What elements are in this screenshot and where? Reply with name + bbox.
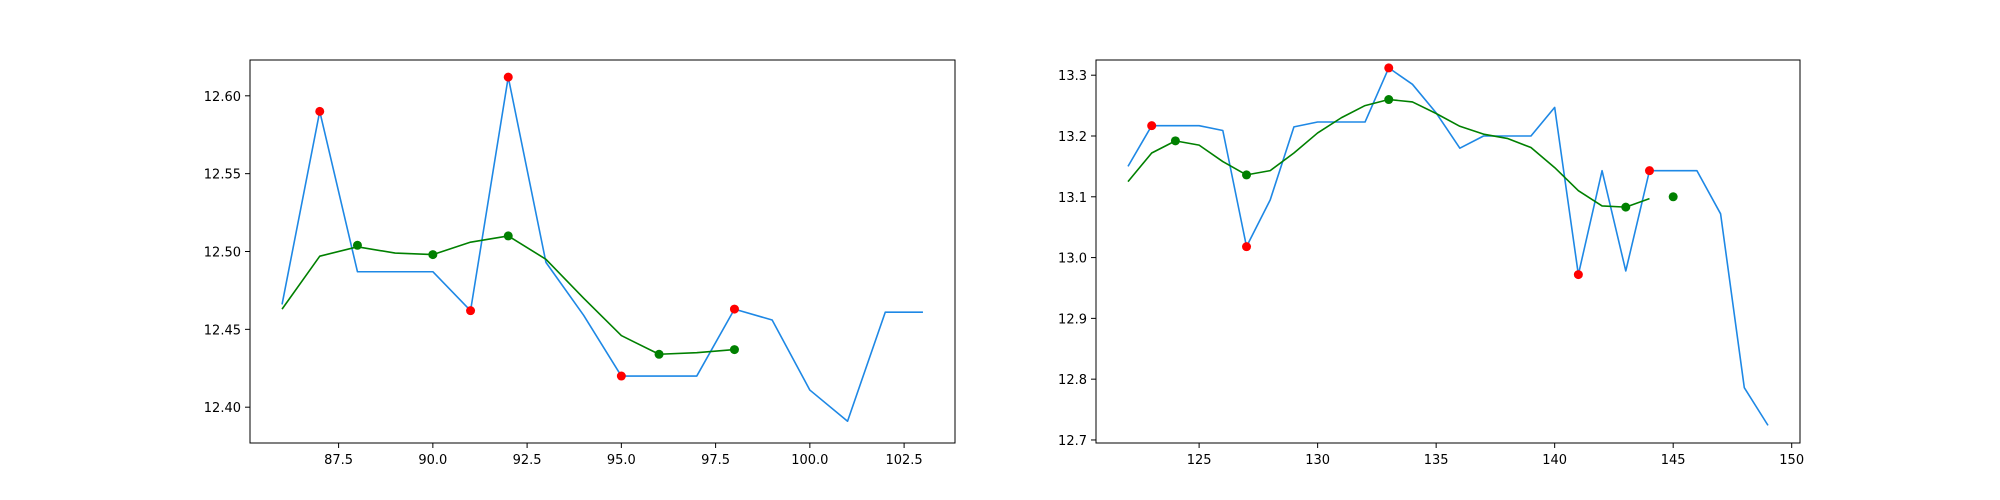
red-marker-point: [1573, 270, 1583, 280]
green-marker-point: [503, 231, 513, 241]
y-tick-label: 12.50: [204, 246, 241, 261]
y-tick-label: 12.60: [204, 90, 241, 105]
green-marker-point: [428, 250, 438, 260]
subplot-right: 125 130 135 140 145 150 12.7 12.8 12.9 13.0 13.1 13…: [1058, 59, 1804, 468]
x-tick-label: 90.0: [418, 453, 447, 468]
y-tick-label: 13.3: [1058, 69, 1087, 84]
y-tick-label: 12.9: [1058, 312, 1087, 327]
green-marker-point: [1170, 136, 1180, 146]
x-tick-label: 102.5: [885, 453, 922, 468]
red-marker-point: [729, 304, 739, 314]
red-marker-point: [503, 72, 513, 82]
y-tick-label: 12.8: [1058, 373, 1087, 388]
x-tick-label: 125: [1187, 453, 1212, 468]
red-marker-point: [315, 106, 325, 116]
y-tick-label: 12.40: [204, 401, 241, 416]
x-tick-label: 145: [1661, 453, 1686, 468]
axes-frame: [1095, 59, 1801, 444]
price-line: [281, 76, 923, 423]
red-marker-point: [466, 306, 476, 316]
price-line: [1127, 67, 1769, 426]
red-marker-point: [1147, 121, 1157, 131]
x-tick-label: 150: [1779, 453, 1804, 468]
red-marker-point: [616, 371, 626, 381]
green-marker-point: [1384, 95, 1394, 105]
green-marker-point: [352, 240, 362, 250]
x-tick-label: 130: [1305, 453, 1330, 468]
green-marker-point: [1621, 202, 1631, 212]
x-tick-label: 87.5: [324, 453, 353, 468]
axes-frame: [249, 59, 956, 444]
y-tick-label: 13.2: [1058, 130, 1087, 145]
x-tick-label: 92.5: [513, 453, 542, 468]
x-tick-label: 97.5: [701, 453, 730, 468]
x-tick-label: 100.0: [791, 453, 828, 468]
green-marker-point: [654, 349, 664, 359]
y-tick-label: 12.45: [204, 323, 241, 338]
x-tick-label: 140: [1542, 453, 1567, 468]
red-marker-point: [1242, 242, 1252, 252]
x-tick-label: 95.0: [607, 453, 636, 468]
subplot-left: 87.5 90.0 92.5 95.0 97.5 100.0 102.5 12.40 12.45…: [204, 59, 956, 468]
red-marker-point: [1644, 166, 1654, 176]
green-marker-point: [1242, 170, 1252, 180]
red-marker-point: [1384, 63, 1394, 73]
x-tick-label: 135: [1424, 453, 1449, 468]
green-marker-point: [729, 345, 739, 355]
y-tick-label: 13.0: [1058, 252, 1087, 267]
y-tick-label: 12.55: [204, 168, 241, 183]
y-tick-label: 12.7: [1058, 434, 1087, 449]
green-marker-point: [1668, 192, 1678, 202]
y-tick-label: 13.1: [1058, 191, 1087, 206]
